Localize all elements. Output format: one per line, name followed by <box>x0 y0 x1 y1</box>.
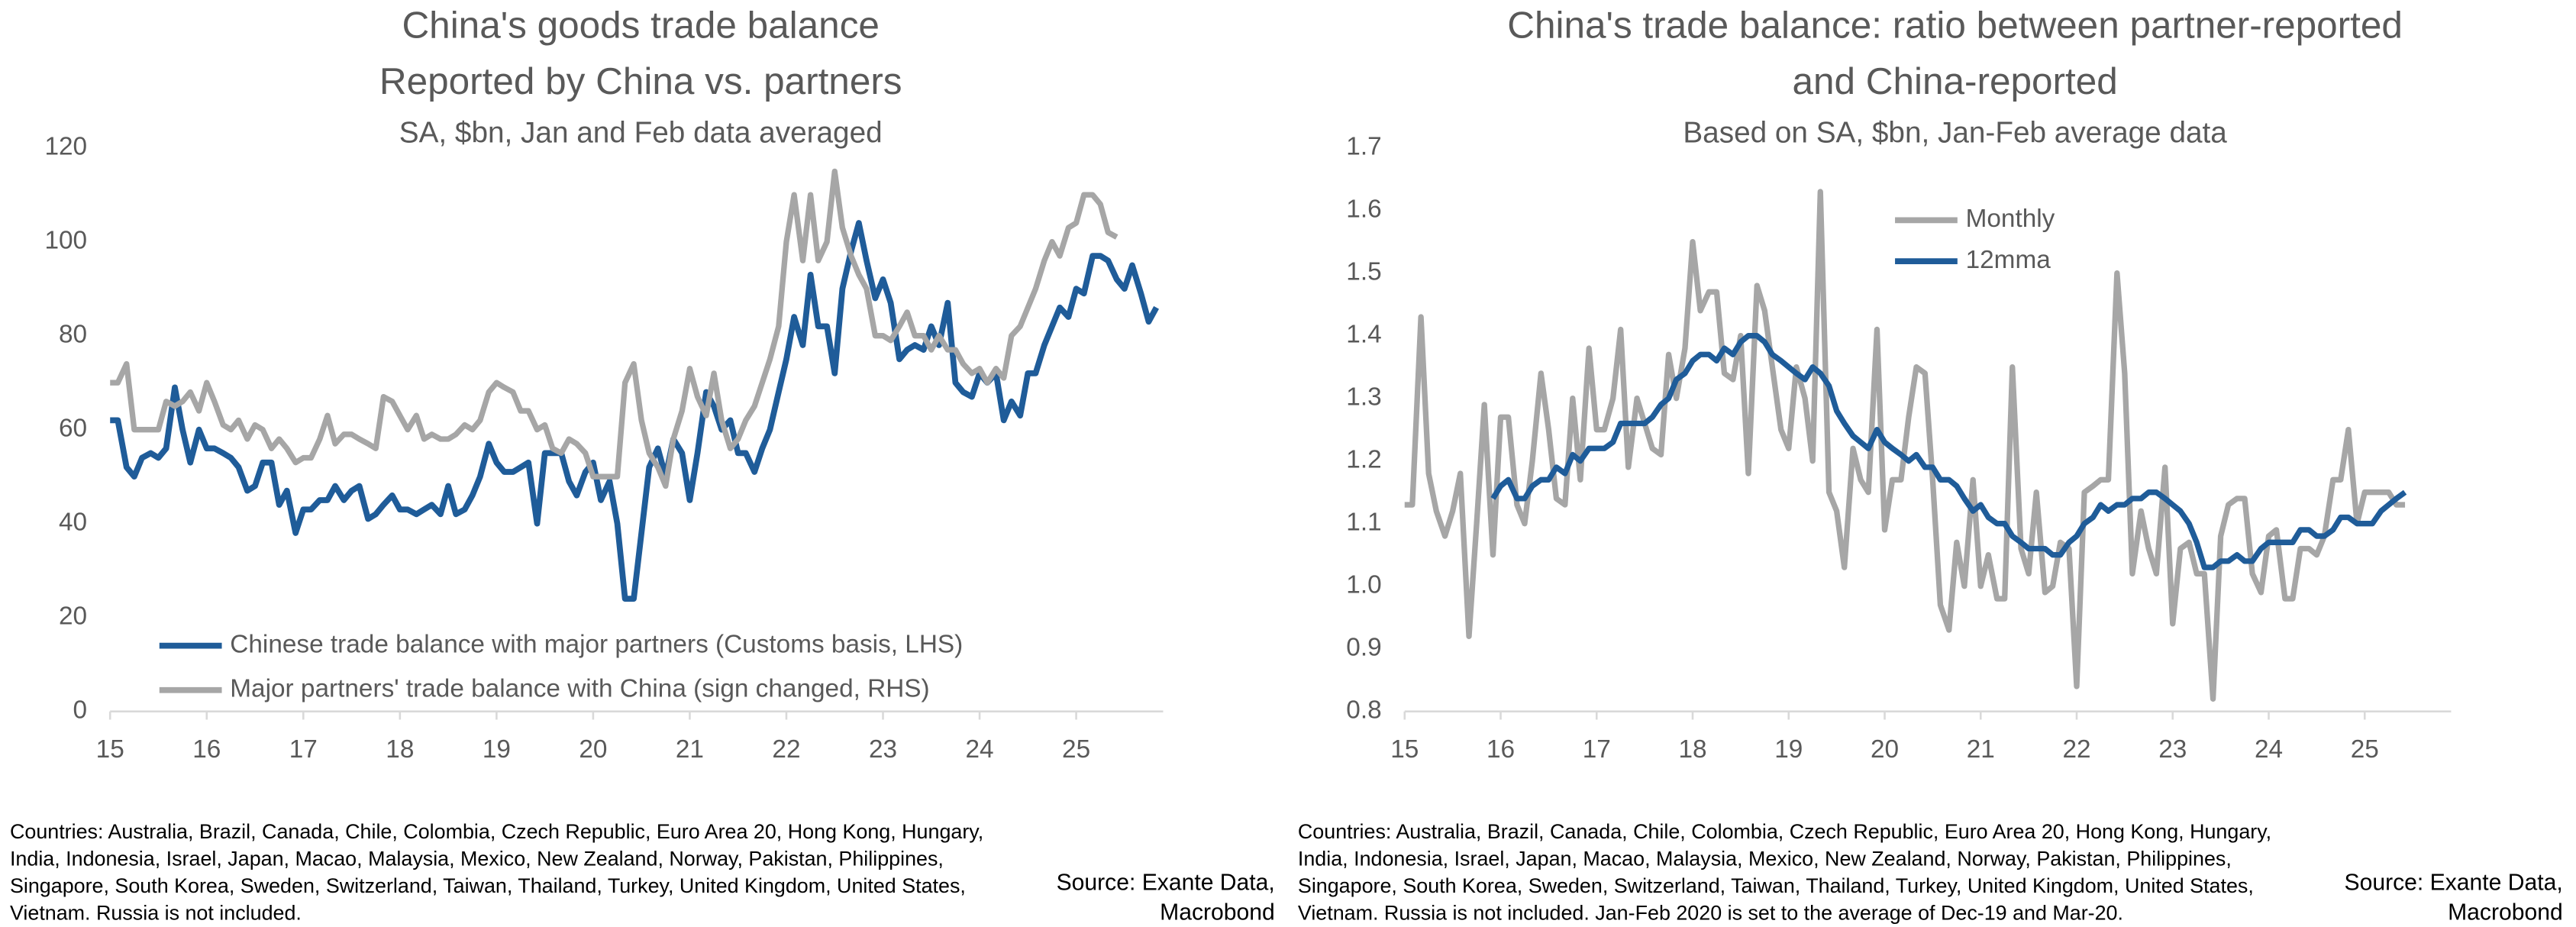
y-tick-label: 1.7 <box>1346 132 1381 160</box>
y-tick-label: 1.2 <box>1346 445 1381 473</box>
series-line <box>1490 333 2407 570</box>
x-tick-label: 25 <box>2351 735 2379 764</box>
y-tick-label: 0.8 <box>1346 696 1381 725</box>
source: Source: Exante Data, <box>1057 870 1275 896</box>
footnote: Countries: Australia, Brazil, Canada, Ch… <box>1298 820 2271 843</box>
x-tick-label: 24 <box>966 735 994 764</box>
x-tick-label: 24 <box>2255 735 2283 764</box>
x-tick-label: 17 <box>1583 735 1611 764</box>
y-tick-label: 0.9 <box>1346 634 1381 662</box>
chart-title: Reported by China vs. partners <box>379 60 902 102</box>
chart-title: China's trade balance: ratio between par… <box>1507 5 2403 47</box>
footnote: Singapore, South Korea, Sweden, Switzerl… <box>10 874 966 897</box>
chart-title: China's goods trade balance <box>402 5 880 47</box>
y-tick-label: 1.3 <box>1346 383 1381 411</box>
y-tick-label: 120 <box>44 132 87 160</box>
x-tick-label: 20 <box>1871 735 1899 764</box>
footnote: India, Indonesia, Israel, Japan, Macao, … <box>1298 848 2232 870</box>
legend-label: 12mma <box>1966 246 2051 274</box>
x-tick-label: 23 <box>2158 735 2187 764</box>
legend-label: Chinese trade balance with major partner… <box>230 630 963 658</box>
x-tick-label: 21 <box>676 735 704 764</box>
footnote: India, Indonesia, Israel, Japan, Macao, … <box>10 848 944 870</box>
y-tick-label: 60 <box>59 414 87 442</box>
footnote: Singapore, South Korea, Sweden, Switzerl… <box>1298 874 2254 897</box>
x-tick-label: 18 <box>386 735 414 764</box>
y-tick-label: 20 <box>59 602 87 631</box>
x-tick-label: 15 <box>96 735 124 764</box>
series-line <box>110 168 1119 489</box>
legend-label: Monthly <box>1966 205 2055 233</box>
source: Source: Exante Data, <box>2345 870 2563 896</box>
footnote: Vietnam. Russia is not included. Jan-Feb… <box>1298 902 2123 925</box>
x-tick-label: 22 <box>772 735 800 764</box>
x-tick-label: 25 <box>1062 735 1090 764</box>
y-tick-label: 1.5 <box>1346 257 1381 286</box>
series-line <box>1404 189 2406 702</box>
footnote: Countries: Australia, Brazil, Canada, Ch… <box>10 820 983 843</box>
x-tick-label: 20 <box>579 735 607 764</box>
chart-subtitle: SA, $bn, Jan and Feb data averaged <box>399 117 883 150</box>
y-tick-label: 1.1 <box>1346 508 1381 536</box>
x-tick-label: 16 <box>1487 735 1515 764</box>
chart-title: and China-reported <box>1792 60 2117 102</box>
y-tick-label: 1.6 <box>1346 195 1381 223</box>
legend-label: Major partners' trade balance with China… <box>230 675 929 703</box>
x-tick-label: 17 <box>289 735 318 764</box>
chart-subtitle: Based on SA, $bn, Jan-Feb average data <box>1683 117 2227 150</box>
x-tick-label: 22 <box>2062 735 2090 764</box>
x-tick-label: 18 <box>1678 735 1706 764</box>
y-tick-label: 80 <box>59 320 87 348</box>
footnote: Vietnam. Russia is not included. <box>10 902 302 925</box>
x-tick-label: 16 <box>192 735 221 764</box>
y-tick-label: 40 <box>59 508 87 536</box>
y-tick-label: 100 <box>44 226 87 254</box>
y-tick-label: 0 <box>73 696 88 725</box>
x-tick-label: 23 <box>869 735 897 764</box>
source: Macrobond <box>2448 900 2563 925</box>
x-tick-label: 19 <box>1774 735 1803 764</box>
y-tick-label: 1.4 <box>1346 320 1381 348</box>
x-tick-label: 15 <box>1390 735 1419 764</box>
x-tick-label: 21 <box>1967 735 1995 764</box>
source: Macrobond <box>1160 900 1275 925</box>
y-tick-label: 1.0 <box>1346 570 1381 599</box>
x-tick-label: 19 <box>483 735 511 764</box>
